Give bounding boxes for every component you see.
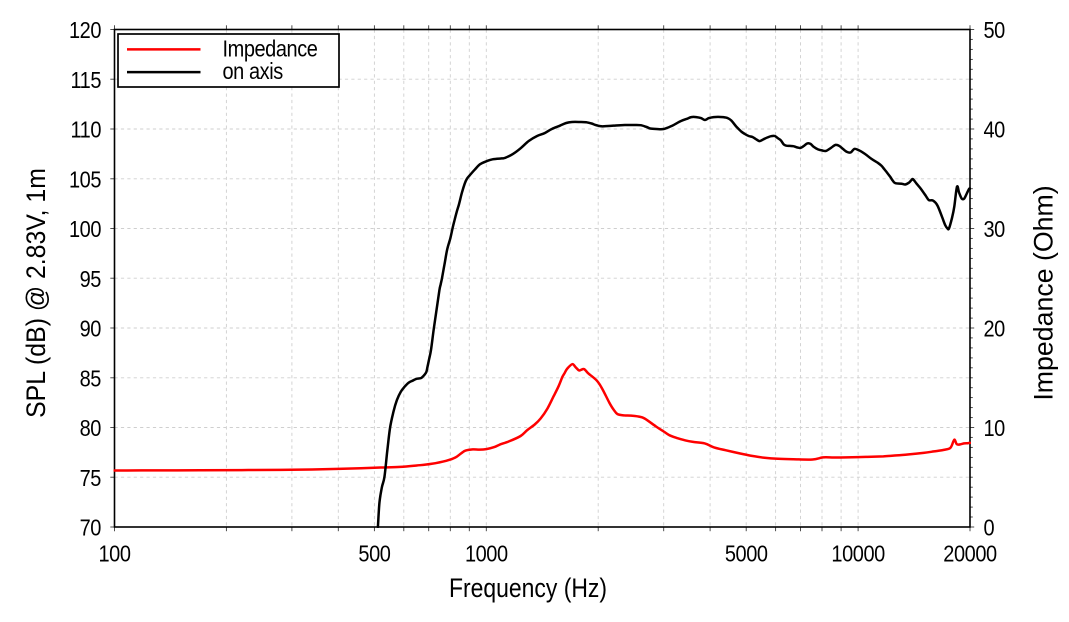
svg-text:100: 100 <box>98 540 130 567</box>
svg-text:105: 105 <box>69 166 101 193</box>
svg-text:20: 20 <box>984 315 1006 342</box>
svg-text:50: 50 <box>984 17 1006 44</box>
svg-text:95: 95 <box>80 265 102 292</box>
svg-text:0: 0 <box>984 514 995 541</box>
svg-text:75: 75 <box>80 464 102 491</box>
svg-text:40: 40 <box>984 116 1006 143</box>
svg-text:on axis: on axis <box>223 57 284 84</box>
svg-text:70: 70 <box>80 514 102 541</box>
svg-text:10: 10 <box>984 415 1006 442</box>
svg-text:Impedance: Impedance <box>223 35 318 62</box>
svg-text:Impedance (Ohm): Impedance (Ohm) <box>1028 185 1058 400</box>
svg-text:5000: 5000 <box>725 540 768 567</box>
svg-text:110: 110 <box>70 116 101 143</box>
svg-text:SPL (dB) @ 2.83V, 1m: SPL (dB) @ 2.83V, 1m <box>22 168 51 418</box>
svg-text:30: 30 <box>984 216 1006 243</box>
svg-text:120: 120 <box>69 17 101 44</box>
svg-text:Frequency (Hz): Frequency (Hz) <box>449 573 607 603</box>
svg-text:500: 500 <box>358 540 390 567</box>
svg-text:90: 90 <box>80 315 102 342</box>
svg-text:20000: 20000 <box>943 540 997 567</box>
svg-text:10000: 10000 <box>831 540 885 567</box>
svg-text:115: 115 <box>70 66 101 93</box>
svg-text:85: 85 <box>80 365 102 392</box>
svg-text:1000: 1000 <box>465 540 508 567</box>
svg-text:80: 80 <box>80 415 102 442</box>
svg-text:100: 100 <box>69 216 101 243</box>
